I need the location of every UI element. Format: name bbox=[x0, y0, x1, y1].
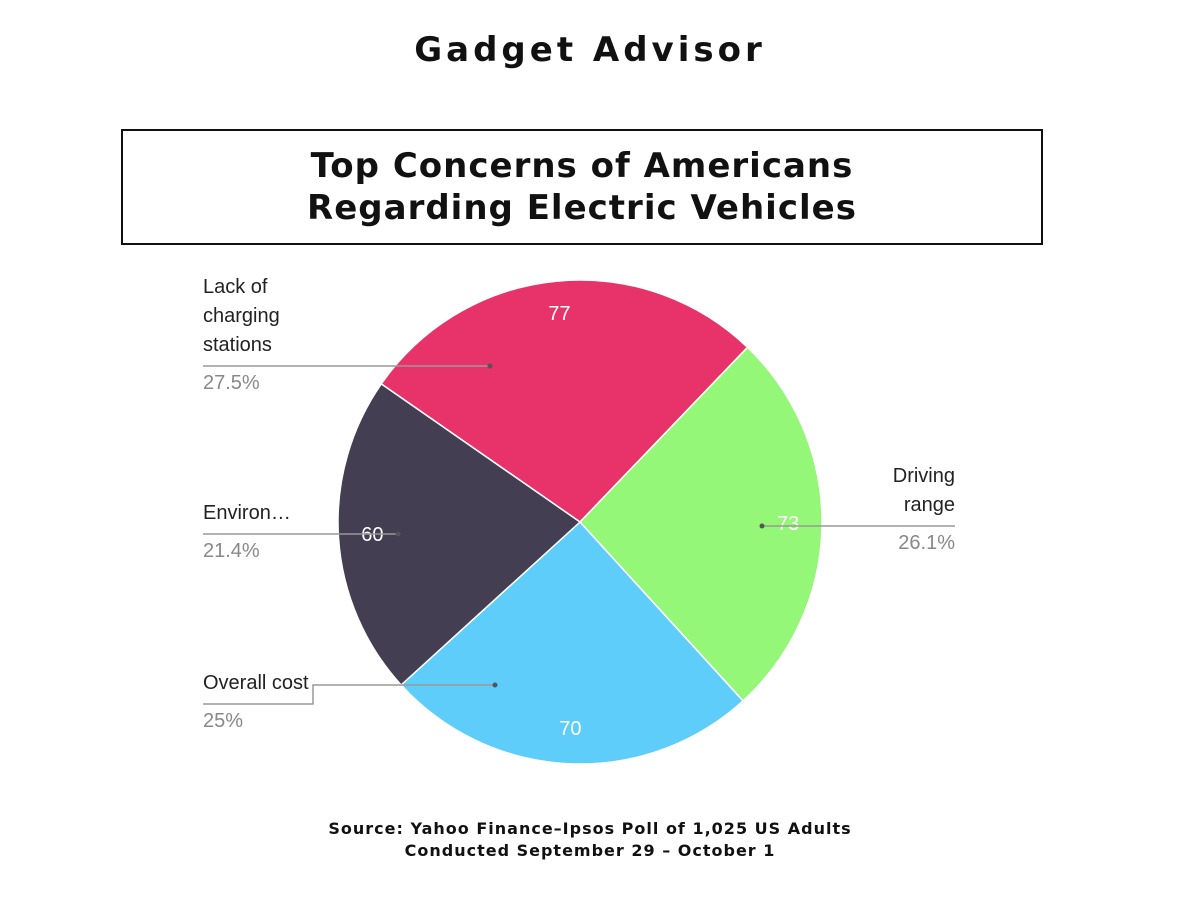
title-box: Top Concerns of Americans Regarding Elec… bbox=[121, 129, 1043, 245]
percentage-label: 27.5% bbox=[203, 372, 260, 394]
pie-slice bbox=[337, 382, 582, 687]
category-label: Overall cost bbox=[203, 672, 309, 694]
leader-dot bbox=[395, 531, 401, 537]
category-label: Driving range bbox=[892, 465, 955, 516]
leader-line bbox=[203, 684, 495, 705]
chart-title: Top Concerns of Americans Regarding Elec… bbox=[307, 146, 857, 228]
leader-dot bbox=[759, 523, 765, 529]
percentage-label: 26.1% bbox=[898, 532, 955, 554]
value-label: 60 bbox=[361, 524, 383, 546]
value-label: 77 bbox=[548, 303, 570, 325]
value-label: 73 bbox=[777, 513, 799, 535]
brand-title: Gadget Advisor bbox=[414, 30, 766, 70]
pie-slice bbox=[578, 346, 823, 702]
leader-dot bbox=[492, 682, 498, 688]
percentage-label: 21.4% bbox=[203, 540, 260, 562]
percentage-label: 25% bbox=[203, 710, 244, 732]
category-label: Environ… bbox=[203, 502, 291, 524]
source: Source: Yahoo Finance–Ipsos Poll of 1,02… bbox=[0, 818, 1180, 862]
pie-slice bbox=[380, 279, 749, 523]
source-line: Conducted September 29 – October 1 bbox=[404, 841, 776, 860]
category-label: Lack of charging stations bbox=[203, 276, 280, 356]
source-line: Source: Yahoo Finance–Ipsos Poll of 1,02… bbox=[328, 819, 852, 838]
pie-slice bbox=[400, 520, 745, 765]
value-label: 70 bbox=[559, 718, 581, 740]
leader-dot bbox=[487, 363, 493, 369]
